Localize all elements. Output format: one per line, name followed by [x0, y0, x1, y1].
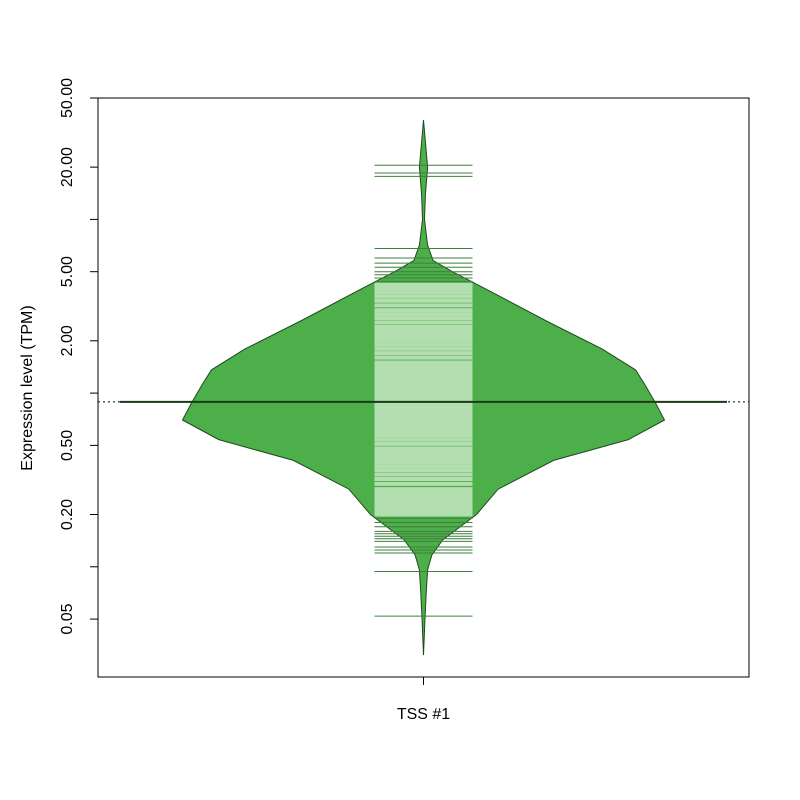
y-tick-label: 5.00: [59, 256, 76, 287]
x-tick-label: TSS #1: [397, 706, 450, 723]
y-tick-label: 2.00: [59, 325, 76, 356]
y-tick-label: 50.00: [59, 78, 76, 118]
y-tick-label: 0.20: [59, 499, 76, 530]
y-axis-label: Expression level (TPM): [19, 305, 36, 470]
y-tick-label: 0.50: [59, 430, 76, 461]
y-tick-label: 20.00: [59, 147, 76, 187]
y-tick-label: 0.05: [59, 603, 76, 634]
